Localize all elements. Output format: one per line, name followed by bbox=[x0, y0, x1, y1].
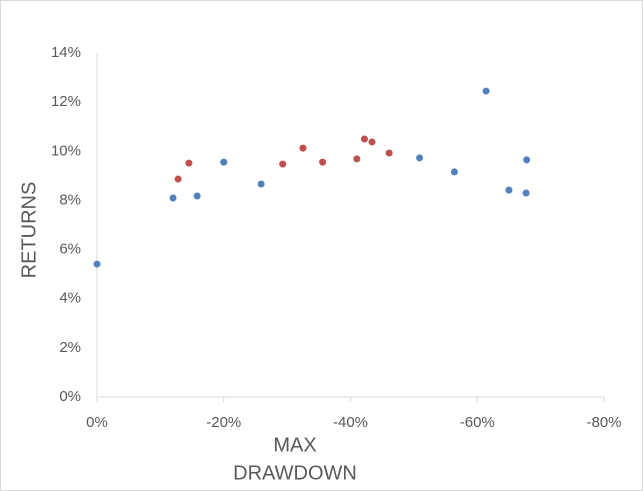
y-tick-label: 6% bbox=[59, 241, 81, 258]
x-tick-label: -80% bbox=[586, 414, 621, 431]
point bbox=[319, 158, 327, 166]
y-axis-title: RETURNS bbox=[18, 182, 40, 279]
x-axis-title: DRAWDOWN bbox=[233, 462, 357, 484]
point bbox=[523, 156, 531, 164]
point bbox=[185, 159, 193, 167]
point bbox=[193, 192, 201, 200]
point bbox=[450, 168, 458, 176]
point bbox=[220, 158, 228, 166]
y-tick-label: 8% bbox=[59, 191, 81, 208]
point bbox=[505, 186, 513, 194]
point bbox=[93, 260, 101, 268]
x-tick-label: -20% bbox=[206, 414, 241, 431]
point bbox=[257, 180, 265, 188]
point bbox=[169, 194, 177, 202]
point bbox=[279, 160, 287, 168]
x-axis-title: MAX bbox=[273, 434, 316, 456]
point bbox=[416, 154, 424, 162]
y-tick-label: 0% bbox=[59, 388, 81, 405]
y-tick-label: 14% bbox=[51, 44, 81, 61]
y-tick-label: 2% bbox=[59, 339, 81, 356]
x-tick-label: -60% bbox=[460, 414, 495, 431]
point bbox=[385, 149, 393, 157]
y-tick-label: 12% bbox=[51, 93, 81, 110]
point bbox=[299, 144, 307, 152]
point bbox=[174, 175, 182, 183]
point bbox=[482, 87, 490, 95]
y-tick-label: 4% bbox=[59, 290, 81, 307]
x-tick-label: -40% bbox=[333, 414, 368, 431]
point bbox=[353, 155, 361, 163]
x-tick-label: 0% bbox=[86, 414, 108, 431]
point bbox=[360, 135, 368, 143]
point bbox=[522, 189, 530, 197]
y-tick-label: 10% bbox=[51, 142, 81, 159]
point bbox=[368, 138, 376, 146]
